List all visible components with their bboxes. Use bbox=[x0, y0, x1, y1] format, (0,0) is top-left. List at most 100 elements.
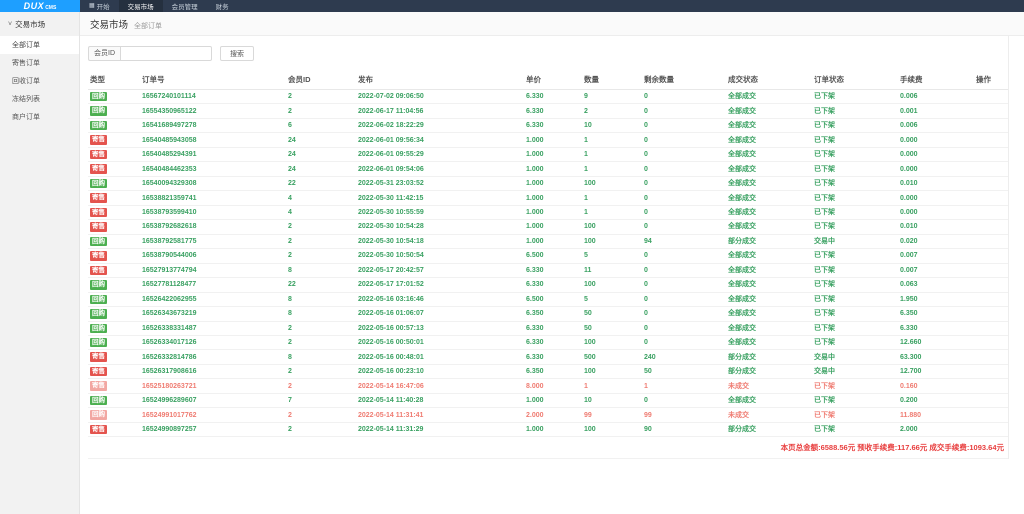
quantity: 11 bbox=[582, 263, 642, 279]
sidebar-item-frozen-list[interactable]: 冻结列表 bbox=[12, 96, 40, 103]
member-id: 2 bbox=[286, 219, 356, 235]
column-header: 手续费 bbox=[898, 70, 974, 90]
order-no: 16540484462353 bbox=[140, 161, 286, 177]
sidebar-item-recycle-orders[interactable]: 回收订单 bbox=[12, 78, 40, 85]
remaining-quantity: 0 bbox=[642, 205, 726, 221]
table-row: 回购 16527781128477 22 2022-05-17 17:01:52 6.3… bbox=[88, 277, 1008, 293]
fee: 0.160 bbox=[898, 378, 974, 394]
member-id: 2 bbox=[286, 378, 356, 394]
member-id: 2 bbox=[286, 422, 356, 438]
order-type-badge: 回购 bbox=[90, 280, 107, 290]
chevron-down-icon: ˅ bbox=[8, 21, 13, 28]
order-status: 已下架 bbox=[812, 147, 898, 163]
publish-time: 2022-06-01 09:55:29 bbox=[356, 147, 524, 163]
sidebar-item-merchant-orders[interactable]: 商户订单 bbox=[12, 114, 40, 121]
sidebar-item-consign-orders[interactable]: 寄售订单 bbox=[12, 60, 40, 67]
order-type-cell: 寄售 bbox=[88, 422, 140, 438]
order-status: 已下架 bbox=[812, 219, 898, 235]
order-no: 16526317908616 bbox=[140, 364, 286, 380]
order-type-badge: 寄售 bbox=[90, 381, 107, 391]
unit-price: 6.330 bbox=[524, 321, 582, 336]
deal-status: 全部成交 bbox=[726, 321, 812, 336]
member-id: 4 bbox=[286, 190, 356, 206]
remaining-quantity: 0 bbox=[642, 263, 726, 279]
member-id: 2 bbox=[286, 407, 356, 423]
fee: 0.007 bbox=[898, 248, 974, 264]
unit-price: 6.330 bbox=[524, 335, 582, 351]
unit-price: 6.350 bbox=[524, 364, 582, 380]
quantity: 2 bbox=[582, 103, 642, 119]
table-row: 寄售 16524990897257 2 2022-05-14 11:31:29 1.00… bbox=[88, 422, 1008, 438]
column-header: 操作 bbox=[974, 70, 1008, 90]
remaining-quantity: 90 bbox=[642, 422, 726, 438]
sidebar-item-all-orders[interactable]: 全部订单 bbox=[0, 36, 79, 54]
publish-time: 2022-05-17 20:42:57 bbox=[356, 263, 524, 279]
quantity: 100 bbox=[582, 176, 642, 192]
order-type-cell: 回购 bbox=[88, 393, 140, 409]
quantity: 5 bbox=[582, 292, 642, 308]
order-type-cell: 回购 bbox=[88, 407, 140, 423]
fee: 0.200 bbox=[898, 393, 974, 409]
order-type-badge: 寄售 bbox=[90, 222, 107, 232]
publish-time: 2022-05-16 03:16:46 bbox=[356, 292, 524, 308]
nav-item-market[interactable]: 交易市场 bbox=[118, 0, 163, 12]
column-header: 数量 bbox=[582, 70, 642, 90]
order-no: 16541689497278 bbox=[140, 118, 286, 134]
deal-status: 全部成交 bbox=[726, 393, 812, 409]
order-no: 16526338331487 bbox=[140, 321, 286, 336]
order-status: 已下架 bbox=[812, 263, 898, 279]
order-no: 16525180263721 bbox=[140, 378, 286, 394]
sidebar-group-header[interactable]: ˅ 交易市场 bbox=[0, 12, 79, 36]
member-id-input[interactable] bbox=[120, 46, 212, 61]
order-no: 16538792581775 bbox=[140, 234, 286, 250]
page-summary: 本页总金额:6588.56元 预收手续费:117.66元 成交手续费:1093.… bbox=[88, 437, 1008, 460]
order-no: 16527913774794 bbox=[140, 263, 286, 279]
remaining-quantity: 0 bbox=[642, 89, 726, 105]
remaining-quantity: 0 bbox=[642, 292, 726, 308]
top-nav: ▦ 开始 交易市场 会员管理 财务 bbox=[80, 0, 1024, 12]
unit-price: 6.500 bbox=[524, 292, 582, 308]
table-row: 回购 16538792581775 2 2022-05-30 10:54:18 1.00… bbox=[88, 234, 1008, 250]
order-no: 16526422062955 bbox=[140, 292, 286, 308]
top-bar: DUX CMS ▦ 开始 交易市场 会员管理 财务 bbox=[0, 0, 1024, 12]
table-row: 回购 16540094329308 22 2022-05-31 23:03:52 1.0… bbox=[88, 176, 1008, 192]
order-no: 16554350965122 bbox=[140, 103, 286, 119]
search-bar: 会员ID 搜索 bbox=[88, 46, 1008, 61]
nav-item-members[interactable]: 会员管理 bbox=[163, 0, 207, 12]
actions-cell bbox=[974, 321, 1008, 336]
order-status: 交易中 bbox=[812, 364, 898, 380]
unit-price: 6.330 bbox=[524, 349, 582, 365]
nav-item-home[interactable]: ▦ 开始 bbox=[80, 0, 119, 12]
quantity: 1 bbox=[582, 161, 642, 177]
member-id: 2 bbox=[286, 364, 356, 380]
actions-cell bbox=[974, 161, 1008, 177]
member-id: 2 bbox=[286, 234, 356, 250]
order-no: 16526334017126 bbox=[140, 335, 286, 351]
column-header: 剩余数量 bbox=[642, 70, 726, 90]
order-status: 已下架 bbox=[812, 176, 898, 192]
order-type-badge: 回购 bbox=[90, 410, 107, 420]
actions-cell bbox=[974, 147, 1008, 163]
order-no: 16524990897257 bbox=[140, 422, 286, 438]
orders-table: 类型 订单号 会员ID 发布 单价 数量 剩余数量 成交状态 订单状态 手续费 操作 回购 16567… bbox=[88, 70, 1008, 438]
nav-item-label: 交易市场 bbox=[127, 4, 154, 11]
order-type-badge: 回购 bbox=[90, 236, 107, 247]
table-row: 寄售 16538793599410 4 2022-05-30 10:55:59 1.00… bbox=[88, 205, 1008, 221]
order-type-badge: 回购 bbox=[90, 120, 107, 131]
order-type-cell: 寄售 bbox=[88, 263, 140, 279]
order-type-cell: 回购 bbox=[88, 306, 140, 322]
search-button[interactable]: 搜索 bbox=[220, 46, 254, 61]
fee: 0.000 bbox=[898, 161, 974, 177]
member-id: 8 bbox=[286, 263, 356, 279]
table-row: 回购 16541689497278 6 2022-06-02 18:22:29 6.33… bbox=[88, 118, 1008, 134]
fee: 11.880 bbox=[898, 407, 974, 423]
publish-time: 2022-05-30 10:54:28 bbox=[356, 219, 524, 235]
actions-cell bbox=[974, 248, 1008, 264]
nav-item-finance[interactable]: 财务 bbox=[207, 0, 238, 12]
order-status: 已下架 bbox=[812, 277, 898, 293]
actions-cell bbox=[974, 349, 1008, 365]
remaining-quantity: 0 bbox=[642, 132, 726, 148]
deal-status: 全部成交 bbox=[726, 335, 812, 351]
quantity: 10 bbox=[582, 118, 642, 134]
order-no: 16540094329308 bbox=[140, 176, 286, 192]
